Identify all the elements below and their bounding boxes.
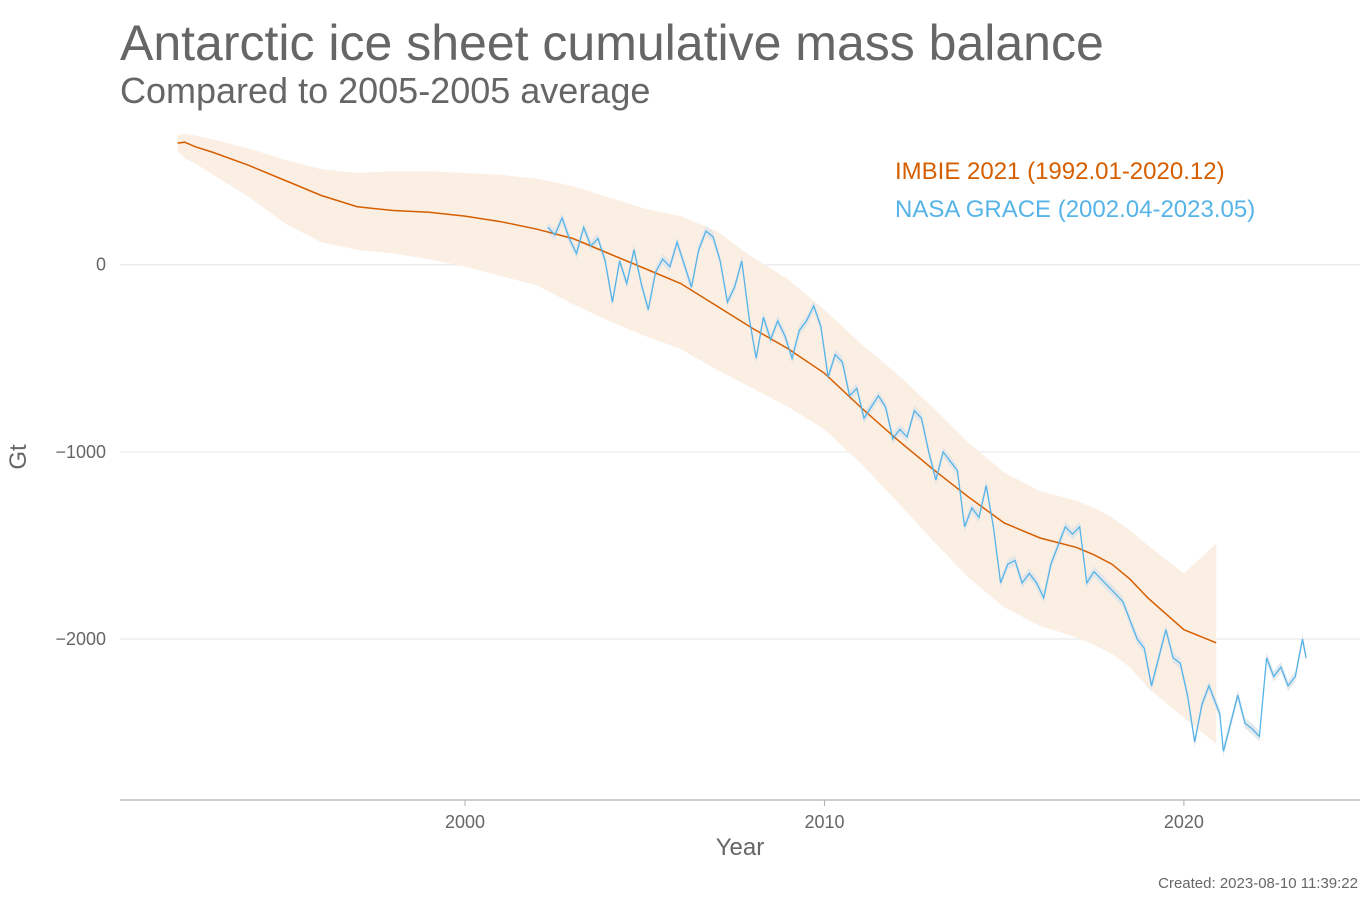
- y-tick-label: −2000: [55, 629, 106, 649]
- y-tick-label: −1000: [55, 442, 106, 462]
- x-axis-label: Year: [716, 834, 765, 861]
- x-tick-label: 2020: [1164, 812, 1204, 832]
- imbie-series-line: [177, 141, 1217, 644]
- x-tick-label: 2000: [445, 812, 485, 832]
- y-tick-label: 0: [96, 255, 106, 275]
- grace-series-line: [547, 216, 1307, 752]
- x-tick-label: 2010: [804, 812, 844, 832]
- y-axis-label: Gt: [5, 444, 32, 470]
- imbie-uncertainty-band: [177, 133, 1217, 744]
- legend-imbie: IMBIE 2021 (1992.01-2020.12): [895, 158, 1225, 185]
- chart-title: Antarctic ice sheet cumulative mass bala…: [120, 15, 1104, 71]
- chart-subtitle: Compared to 2005-2005 average: [120, 70, 651, 111]
- y-axis-ticks: 0 −1000 −2000: [55, 255, 106, 649]
- x-axis-ticks: 2000 2010 2020: [445, 800, 1204, 832]
- created-timestamp: Created: 2023-08-10 11:39:22: [1158, 875, 1358, 892]
- legend-grace: NASA GRACE (2002.04-2023.05): [895, 196, 1255, 223]
